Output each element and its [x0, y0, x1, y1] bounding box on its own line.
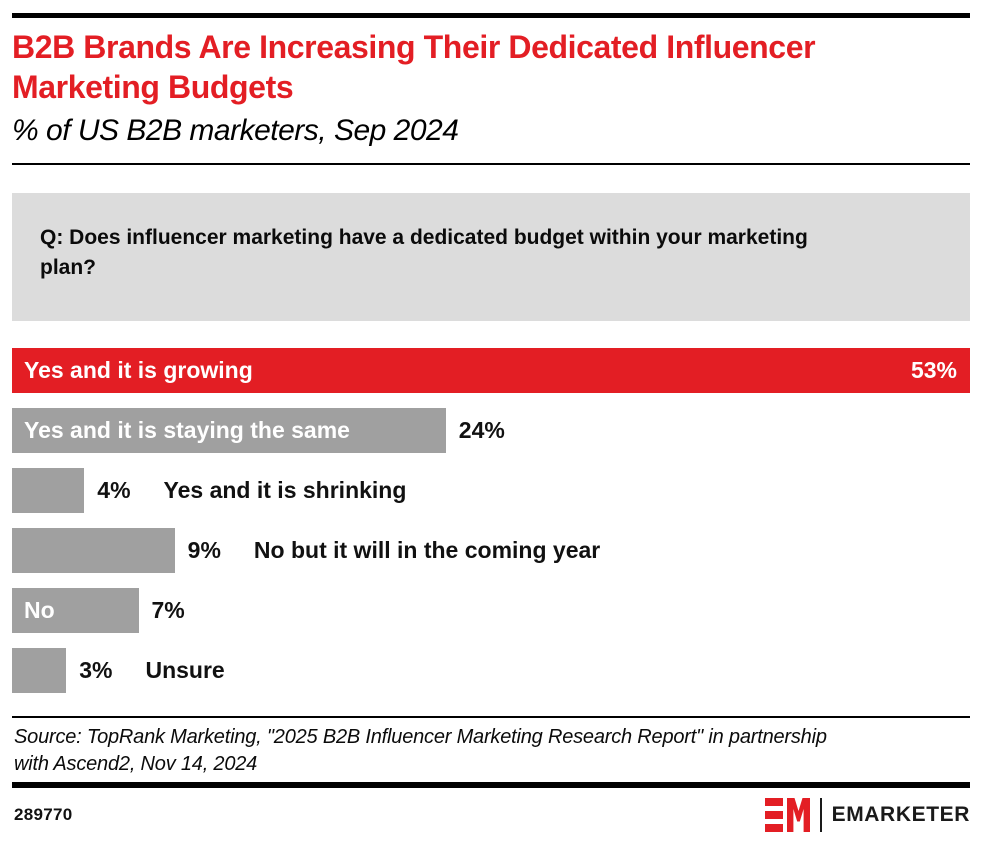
bar-row: Yes and it is growing 53% [12, 348, 970, 393]
bar: No [12, 588, 139, 633]
bar-value-label: 4% [97, 477, 131, 503]
bar-category-label: No but it will in the coming year [253, 537, 601, 563]
bar-category-label: Unsure [145, 657, 225, 683]
bar-value-label: 9% [187, 537, 221, 563]
em-monogram-icon [764, 798, 810, 832]
bar-row: Yes and it is staying the same 24% [12, 408, 970, 453]
bar: Yes and it is staying the same [12, 408, 446, 453]
bar [12, 648, 67, 693]
survey-question-text: Q: Does influencer marketing have a dedi… [40, 226, 808, 279]
bar-row: 9% No but it will in the coming year [12, 528, 970, 573]
emarketer-logo: EMARKETER [764, 796, 970, 834]
bar-value-label: 3% [79, 657, 113, 683]
top-rule [12, 13, 970, 18]
bar [12, 528, 175, 573]
header-divider [12, 163, 970, 165]
bar [12, 468, 85, 513]
footer: 289770 EMARKETER [12, 796, 970, 834]
survey-question-box: Q: Does influencer marketing have a dedi… [12, 193, 970, 321]
bar-value-label: 24% [458, 417, 505, 443]
bar-category-label: No [24, 597, 55, 623]
bar-value-label: 7% [151, 597, 185, 623]
bar-row: 4% Yes and it is shrinking [12, 468, 970, 513]
bar-chart: Yes and it is growing 53% Yes and it is … [12, 348, 970, 693]
bar-row: 3% Unsure [12, 648, 970, 693]
chart-id: 289770 [14, 805, 73, 824]
bar-row: No 7% [12, 588, 970, 633]
bar: Yes and it is growing 53% [12, 348, 970, 393]
logo-divider [819, 798, 822, 832]
emarketer-wordmark: EMARKETER [831, 803, 970, 826]
page-subtitle: % of US B2B marketers, Sep 2024 [12, 114, 459, 147]
bar-value-label: 53% [910, 357, 957, 383]
bottom-rule [12, 782, 970, 788]
bar-category-label: Yes and it is growing [24, 357, 253, 383]
source-note: Source: TopRank Marketing, "2025 B2B Inf… [14, 726, 827, 775]
bar-category-label: Yes and it is shrinking [163, 477, 407, 503]
page-title: B2B Brands Are Increasing Their Dedicate… [12, 29, 816, 105]
bar-category-label: Yes and it is staying the same [24, 417, 350, 443]
source-divider [12, 716, 970, 718]
